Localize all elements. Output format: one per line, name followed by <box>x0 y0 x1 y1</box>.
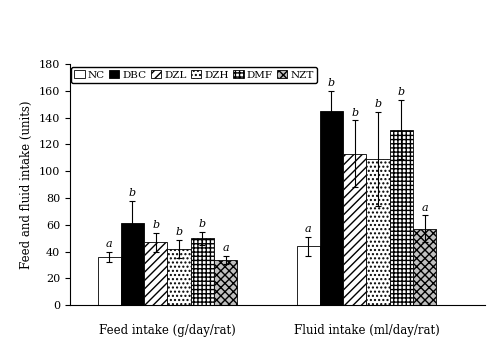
Text: b: b <box>129 188 136 198</box>
Bar <box>214 260 238 305</box>
Text: a: a <box>106 239 112 249</box>
Bar <box>98 257 121 305</box>
Text: Fluid intake (ml/day/rat): Fluid intake (ml/day/rat) <box>294 324 440 337</box>
Text: b: b <box>199 219 206 229</box>
Text: b: b <box>398 87 405 97</box>
Bar <box>144 242 168 305</box>
Text: b: b <box>176 227 182 237</box>
Text: a: a <box>305 224 312 234</box>
Bar <box>366 159 390 305</box>
Bar <box>296 246 320 305</box>
Bar <box>413 229 436 305</box>
Text: Feed intake (g/day/rat): Feed intake (g/day/rat) <box>99 324 236 337</box>
Text: a: a <box>422 203 428 213</box>
Bar <box>390 130 413 305</box>
Text: b: b <box>328 78 335 88</box>
Text: b: b <box>152 220 160 230</box>
Bar <box>121 224 144 305</box>
Legend: NC, DBC, DZL, DZH, DMF, NZT: NC, DBC, DZL, DZH, DMF, NZT <box>71 67 317 83</box>
Text: a: a <box>222 243 229 253</box>
Y-axis label: Feed and fluid intake (units): Feed and fluid intake (units) <box>20 100 34 269</box>
Text: b: b <box>374 99 382 109</box>
Bar <box>190 238 214 305</box>
Text: b: b <box>351 108 358 118</box>
Bar <box>320 111 343 305</box>
Bar <box>343 154 366 305</box>
Bar <box>168 249 190 305</box>
